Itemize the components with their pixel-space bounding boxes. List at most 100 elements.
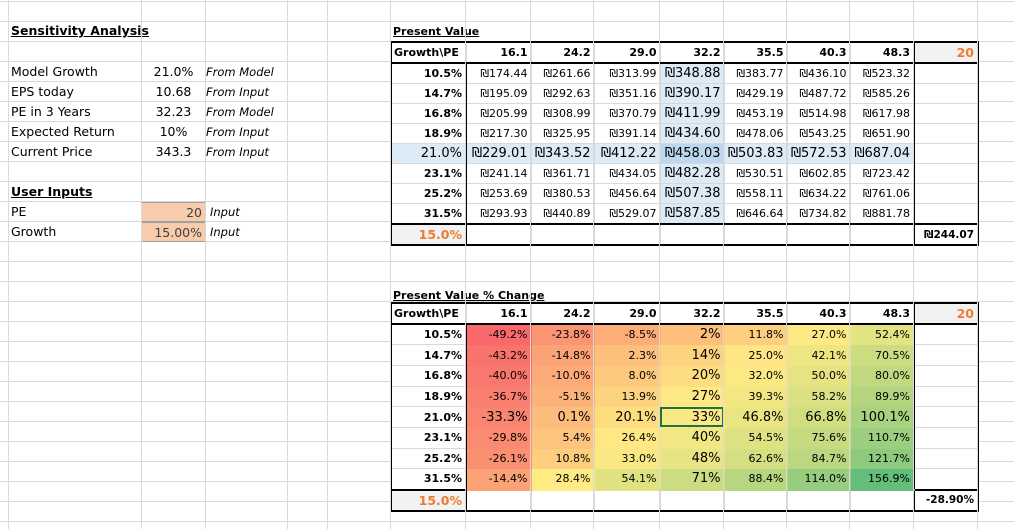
empty-cell[interactable]	[913, 163, 979, 184]
value-cell[interactable]: 42.1%	[786, 344, 851, 366]
empty-cell[interactable]	[913, 385, 979, 408]
empty-cell[interactable]	[913, 447, 979, 470]
value-cell[interactable]: ₪602.85	[786, 163, 851, 184]
value-cell[interactable]: 50.0%	[786, 364, 851, 387]
value-cell[interactable]: -14.4%	[465, 468, 532, 491]
value-cell[interactable]: -43.2%	[465, 344, 532, 366]
value-cell[interactable]: 89.9%	[849, 385, 915, 408]
value-cell[interactable]: 100.1%	[849, 406, 915, 428]
empty-cell[interactable]	[849, 223, 915, 246]
value-cell[interactable]: 70.5%	[849, 344, 915, 366]
empty-cell[interactable]	[913, 183, 979, 204]
value-cell[interactable]: ₪543.25	[786, 123, 851, 144]
value-cell[interactable]: 110.7%	[849, 426, 915, 449]
value-cell[interactable]: ₪434.05	[593, 163, 661, 184]
value-cell[interactable]: ₪380.53	[530, 183, 595, 204]
value-cell[interactable]: -5.1%	[530, 385, 595, 408]
value-cell[interactable]: -14.8%	[530, 344, 595, 366]
value-cell[interactable]: ₪529.07	[593, 203, 661, 225]
value-cell[interactable]: 62.6%	[723, 447, 788, 470]
value-cell[interactable]: ₪572.53	[786, 143, 851, 164]
value-cell[interactable]: 66.8%	[786, 406, 851, 428]
empty-cell[interactable]	[530, 489, 595, 512]
empty-cell[interactable]	[913, 426, 979, 449]
value-cell[interactable]: ₪205.99	[465, 103, 532, 124]
value-cell[interactable]: 52.4%	[849, 323, 915, 346]
value-cell[interactable]: 27.0%	[786, 323, 851, 346]
value-cell[interactable]: 40%	[659, 426, 725, 449]
value-cell[interactable]: 5.4%	[530, 426, 595, 449]
empty-cell[interactable]	[913, 364, 979, 387]
value-cell[interactable]: 13.9%	[593, 385, 661, 408]
empty-cell[interactable]	[723, 223, 788, 246]
value-cell[interactable]: ₪530.51	[723, 163, 788, 184]
value-cell[interactable]: ₪343.52	[530, 143, 595, 164]
value-cell[interactable]: ₪487.72	[786, 83, 851, 104]
value-cell[interactable]: 20%	[659, 364, 725, 387]
value-cell[interactable]: 46.8%	[723, 406, 788, 428]
empty-cell[interactable]	[659, 489, 725, 512]
value-cell[interactable]: ₪453.19	[723, 103, 788, 124]
value-cell[interactable]: 114.0%	[786, 468, 851, 491]
value-cell[interactable]: ₪370.79	[593, 103, 661, 124]
value-cell[interactable]: 58.2%	[786, 385, 851, 408]
empty-cell[interactable]	[913, 103, 979, 124]
empty-cell[interactable]	[465, 489, 532, 512]
empty-cell[interactable]	[913, 323, 979, 346]
value-cell[interactable]: ₪440.89	[530, 203, 595, 225]
value-cell[interactable]: ₪482.28	[659, 163, 725, 184]
value-cell[interactable]: 8.0%	[593, 364, 661, 387]
pe-input-cell[interactable]: 20	[141, 202, 206, 222]
value-cell[interactable]: ₪587.85	[659, 203, 725, 225]
value-cell[interactable]: ₪434.60	[659, 123, 725, 144]
value-cell[interactable]: 11.8%	[723, 323, 788, 346]
value-cell[interactable]: 10.8%	[530, 447, 595, 470]
param-value[interactable]: 343.3	[155, 144, 192, 159]
value-cell[interactable]: ₪558.11	[723, 183, 788, 204]
growth-input-cell[interactable]: 15.00%	[141, 222, 206, 242]
value-cell[interactable]: ₪881.78	[849, 203, 915, 225]
value-cell[interactable]: ₪325.95	[530, 123, 595, 144]
value-cell[interactable]: ₪514.98	[786, 103, 851, 124]
value-cell[interactable]: ₪253.69	[465, 183, 532, 204]
value-cell[interactable]: ₪292.63	[530, 83, 595, 104]
value-cell[interactable]: ₪391.14	[593, 123, 661, 144]
value-cell[interactable]: -33.3%	[465, 406, 532, 428]
param-value[interactable]: 32.23	[155, 104, 192, 119]
value-cell[interactable]: ₪348.88	[659, 62, 725, 84]
value-cell[interactable]: -49.2%	[465, 323, 532, 346]
value-cell[interactable]: ₪361.71	[530, 163, 595, 184]
result-cell[interactable]: ₪244.07	[913, 223, 979, 246]
value-cell[interactable]: ₪458.03	[659, 143, 725, 164]
value-cell[interactable]: ₪761.06	[849, 183, 915, 204]
empty-cell[interactable]	[593, 489, 661, 512]
param-value[interactable]: 10%	[159, 124, 188, 139]
value-cell[interactable]: ₪734.82	[786, 203, 851, 225]
value-cell[interactable]: -23.8%	[530, 323, 595, 346]
value-cell[interactable]: ₪456.64	[593, 183, 661, 204]
value-cell[interactable]: ₪507.38	[659, 183, 725, 204]
value-cell[interactable]: 32.0%	[723, 364, 788, 387]
value-cell[interactable]: 48%	[659, 447, 725, 470]
value-cell[interactable]: ₪436.10	[786, 62, 851, 84]
value-cell[interactable]: ₪351.16	[593, 83, 661, 104]
empty-cell[interactable]	[913, 406, 979, 428]
value-cell[interactable]: ₪646.64	[723, 203, 788, 225]
value-cell[interactable]: ₪217.30	[465, 123, 532, 144]
value-cell[interactable]: 156.9%	[849, 468, 915, 491]
value-cell[interactable]: 27%	[659, 385, 725, 408]
value-cell[interactable]: 14%	[659, 344, 725, 366]
value-cell[interactable]: ₪229.01	[465, 143, 532, 164]
empty-cell[interactable]	[659, 223, 725, 246]
empty-cell[interactable]	[593, 223, 661, 246]
value-cell[interactable]: 88.4%	[723, 468, 788, 491]
value-cell[interactable]: ₪383.77	[723, 62, 788, 84]
value-cell[interactable]: ₪241.14	[465, 163, 532, 184]
value-cell[interactable]: 71%	[659, 468, 725, 491]
value-cell[interactable]: 28.4%	[530, 468, 595, 491]
value-cell[interactable]: ₪585.26	[849, 83, 915, 104]
empty-cell[interactable]	[913, 83, 979, 104]
value-cell[interactable]: 33.0%	[593, 447, 661, 470]
param-value[interactable]: 21.0%	[153, 64, 194, 79]
value-cell[interactable]: ₪308.99	[530, 103, 595, 124]
